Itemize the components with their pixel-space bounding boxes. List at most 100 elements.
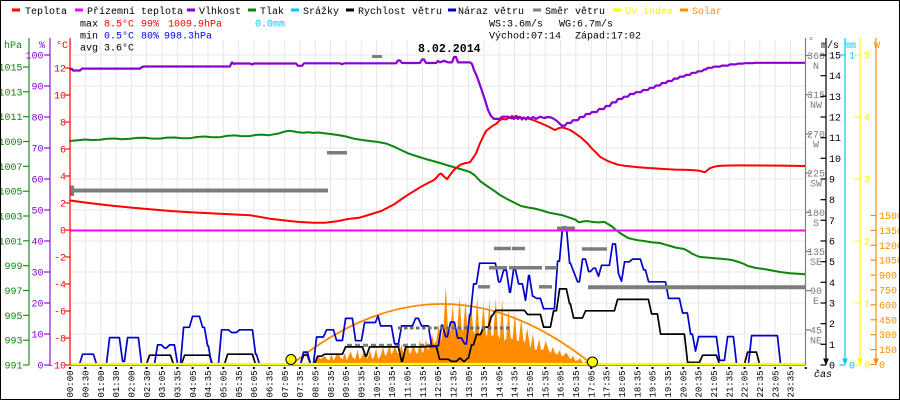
- svg-text:WG:6.7m/s: WG:6.7m/s: [559, 19, 613, 31]
- svg-text:2: 2: [60, 200, 66, 211]
- svg-text:1: 1: [864, 300, 870, 311]
- svg-text:°C: °C: [56, 40, 68, 52]
- svg-text:600: 600: [879, 301, 897, 312]
- svg-text:%: %: [39, 41, 45, 52]
- svg-text:08:35: 08:35: [327, 370, 337, 397]
- svg-text:1500: 1500: [879, 212, 900, 223]
- svg-text:1001: 1001: [0, 237, 23, 248]
- svg-text:4: 4: [864, 114, 870, 125]
- svg-text:900: 900: [879, 272, 897, 283]
- svg-text:Rychlost větru: Rychlost větru: [358, 6, 442, 18]
- svg-text:10:35: 10:35: [388, 370, 398, 397]
- svg-text:19:35: 19:35: [664, 370, 674, 397]
- svg-text:06:35: 06:35: [266, 370, 276, 397]
- svg-text:-2: -2: [54, 254, 66, 265]
- svg-text:10:05: 10:05: [373, 370, 383, 397]
- svg-text:14:05: 14:05: [495, 370, 505, 397]
- svg-text:315: 315: [807, 91, 825, 102]
- svg-text:1009.9hPa: 1009.9hPa: [168, 19, 222, 31]
- svg-text:20:05: 20:05: [679, 370, 689, 397]
- svg-text:06:05: 06:05: [250, 370, 260, 397]
- svg-text:01:00: 01:00: [97, 370, 107, 397]
- svg-text:N: N: [813, 62, 819, 73]
- svg-text:3.6°C: 3.6°C: [104, 43, 134, 55]
- svg-text:13:05: 13:05: [465, 370, 475, 397]
- svg-text:12: 12: [54, 65, 66, 76]
- svg-text:750: 750: [879, 287, 897, 298]
- svg-text:2: 2: [864, 238, 870, 249]
- svg-text:03:05: 03:05: [158, 370, 168, 397]
- svg-text:22:05: 22:05: [741, 370, 751, 397]
- svg-text:11:05: 11:05: [403, 370, 413, 397]
- svg-text:12: 12: [829, 114, 841, 125]
- svg-text:05:05: 05:05: [220, 370, 230, 397]
- svg-text:00:00: 00:00: [66, 370, 76, 397]
- svg-text:23:05: 23:05: [771, 370, 781, 397]
- svg-text:3: 3: [829, 300, 835, 311]
- svg-text:SW: SW: [810, 180, 822, 191]
- svg-text:NE: NE: [810, 336, 822, 347]
- svg-text:16:35: 16:35: [572, 370, 582, 397]
- svg-text:10: 10: [829, 155, 841, 166]
- svg-text:07:05: 07:05: [281, 370, 291, 397]
- svg-text:Vlhkost: Vlhkost: [199, 6, 241, 18]
- svg-text:W: W: [813, 140, 819, 151]
- svg-text:16:05: 16:05: [557, 370, 567, 397]
- svg-text:995: 995: [4, 312, 22, 323]
- svg-text:Přízemní teplota: Přízemní teplota: [87, 6, 183, 18]
- svg-text:100: 100: [25, 52, 43, 63]
- svg-text:18:05: 18:05: [618, 370, 628, 397]
- svg-text:90: 90: [810, 287, 822, 298]
- svg-text:5: 5: [864, 52, 870, 63]
- svg-text:W: W: [874, 41, 880, 52]
- svg-text:2: 2: [829, 320, 835, 331]
- svg-text:300: 300: [879, 331, 897, 342]
- svg-text:08:05: 08:05: [312, 370, 322, 397]
- svg-text:80: 80: [31, 114, 43, 125]
- svg-text:Solar: Solar: [692, 6, 722, 18]
- svg-text:18:35: 18:35: [633, 370, 643, 397]
- svg-text:180: 180: [807, 209, 825, 220]
- svg-text:17:35: 17:35: [603, 370, 613, 397]
- svg-text:Tlak: Tlak: [260, 6, 284, 18]
- svg-text:0: 0: [829, 362, 835, 373]
- svg-text:22:35: 22:35: [756, 370, 766, 397]
- svg-text:993: 993: [4, 337, 22, 348]
- svg-text:1200: 1200: [879, 242, 900, 253]
- svg-text:0.0mm: 0.0mm: [255, 20, 285, 31]
- svg-text:5: 5: [829, 258, 835, 269]
- svg-text:Směr větru: Směr větru: [545, 6, 605, 18]
- svg-text:30: 30: [31, 269, 43, 280]
- svg-text:S: S: [813, 219, 819, 230]
- svg-text:02:00: 02:00: [128, 370, 138, 397]
- svg-text:1007: 1007: [0, 163, 23, 174]
- svg-text:1005: 1005: [0, 188, 23, 199]
- svg-text:360: 360: [807, 52, 825, 63]
- svg-text:05:35: 05:35: [235, 370, 245, 397]
- svg-text:0: 0: [864, 362, 870, 373]
- svg-text:11: 11: [829, 134, 841, 145]
- svg-text:mm: mm: [844, 41, 856, 52]
- svg-text:997: 997: [4, 287, 22, 298]
- svg-text:00:30: 00:30: [82, 370, 92, 397]
- svg-text:Náraz větru: Náraz větru: [458, 6, 524, 18]
- svg-text:0.5°C: 0.5°C: [104, 31, 134, 43]
- svg-text:90: 90: [31, 83, 43, 94]
- svg-text:13: 13: [829, 93, 841, 104]
- svg-text:14: 14: [829, 72, 841, 83]
- svg-text:999: 999: [4, 262, 22, 273]
- svg-text:Východ:07:14: Východ:07:14: [489, 31, 561, 43]
- svg-text:Teplota: Teplota: [25, 6, 67, 18]
- svg-text:avg: avg: [80, 44, 98, 55]
- svg-text:450: 450: [879, 316, 897, 327]
- svg-text:15:05: 15:05: [526, 370, 536, 397]
- svg-text:12:05: 12:05: [434, 370, 444, 397]
- svg-text:hPa: hPa: [4, 40, 22, 52]
- svg-text:4: 4: [60, 173, 66, 184]
- svg-text:E: E: [813, 297, 819, 308]
- svg-text:11:35: 11:35: [419, 370, 429, 397]
- svg-text:8: 8: [829, 196, 835, 207]
- svg-text:0: 0: [849, 362, 855, 373]
- svg-text:8.02.2014: 8.02.2014: [418, 43, 481, 56]
- svg-text:1050: 1050: [879, 257, 900, 268]
